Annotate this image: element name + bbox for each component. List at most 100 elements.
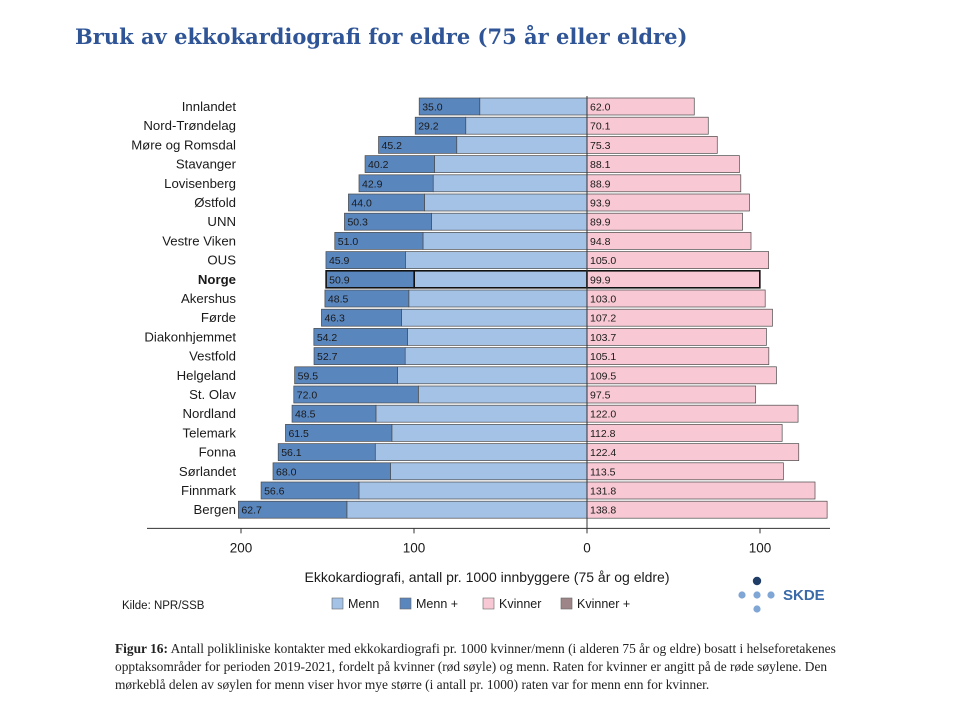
legend-swatch (560, 597, 573, 610)
legend-label: Menn (348, 597, 379, 611)
data-label-kvinner: 131.8 (590, 486, 616, 498)
data-label-menn-plus: 42.9 (362, 178, 383, 190)
data-label-kvinner: 103.0 (590, 294, 616, 306)
data-label-menn-plus: 40.2 (368, 159, 389, 171)
x-tick-label: 0 (583, 540, 591, 555)
bar-menn-plus (418, 97, 481, 116)
bar-menn (374, 443, 588, 461)
category-label: Finnmark (181, 483, 236, 498)
category-label: Sørlandet (179, 464, 237, 479)
bar-kvinner (586, 462, 784, 481)
bar-menn-plus (334, 232, 424, 250)
category-label: Innlandet (182, 99, 237, 114)
data-label-menn-plus: 56.1 (281, 447, 302, 459)
bar-menn-plus (285, 424, 393, 442)
bar-menn (432, 174, 588, 193)
category-label: Bergen (193, 502, 236, 517)
data-label-menn-plus: 50.3 (347, 217, 368, 229)
bar-menn (404, 347, 588, 365)
bar-menn (375, 404, 588, 423)
bar-menn (431, 212, 588, 231)
data-label-menn-plus: 48.5 (295, 409, 316, 421)
legend-label: Kvinner (499, 597, 541, 611)
bar-menn (465, 116, 588, 135)
bar-menn-plus (277, 443, 376, 461)
logo-text: SKDE (783, 587, 825, 604)
data-label-menn-plus: 52.7 (317, 351, 338, 363)
data-label-menn-plus: 50.9 (329, 274, 350, 286)
data-label-menn-plus: 62.7 (241, 505, 262, 517)
bar-menn-plus (348, 193, 425, 212)
data-label-kvinner: 70.1 (590, 121, 611, 133)
data-label-kvinner: 75.3 (590, 140, 611, 152)
bar-menn-plus (293, 385, 419, 404)
bar-kvinner (586, 500, 828, 519)
skde-logo: SKDE (738, 576, 825, 613)
data-label-kvinner: 107.2 (590, 313, 616, 325)
x-tick-label: 100 (749, 540, 772, 555)
bar-kvinner (586, 269, 761, 289)
bar-menn-plus (260, 481, 360, 500)
data-label-menn-plus: 54.2 (317, 332, 338, 344)
bar-menn (390, 462, 588, 481)
category-label: Akershus (181, 291, 236, 306)
data-label-menn-plus: 72.0 (297, 390, 318, 402)
bar-menn (358, 481, 588, 500)
data-label-menn-plus: 68.0 (276, 466, 297, 478)
category-label: St. Olav (189, 387, 236, 402)
data-label-kvinner: 94.8 (590, 236, 611, 248)
logo-dot (738, 591, 746, 599)
bar-menn-plus (378, 136, 458, 154)
data-label-menn-plus: 44.0 (351, 198, 372, 210)
data-label-menn-plus: 35.0 (422, 102, 443, 114)
x-axis-label: Ekkokardiografi, antall pr. 1000 innbygg… (305, 569, 670, 585)
bar-menn-plus (358, 174, 434, 193)
category-label: Vestre Viken (162, 233, 236, 248)
logo-dot (753, 591, 761, 599)
bar-menn-plus (325, 251, 406, 269)
data-label-menn-plus: 46.3 (324, 313, 345, 325)
category-label: UNN (207, 214, 236, 229)
bar-menn-plus (414, 116, 467, 135)
category-label: Møre og Romsdal (131, 137, 236, 152)
category-label: Telemark (183, 425, 237, 440)
data-label-kvinner: 62.0 (590, 102, 611, 114)
data-label-menn-plus: 61.5 (288, 428, 309, 440)
chart: Innlandet 35.0 62.0 Nord-Trøndelag 29.2 70.1 M… (122, 96, 830, 613)
data-label-kvinner: 97.5 (590, 390, 611, 402)
category-label: Nordland (182, 406, 236, 421)
category-label: Fonna (199, 445, 237, 460)
category-label: Helgeland (177, 368, 236, 383)
data-label-kvinner: 105.1 (590, 351, 616, 363)
data-label-menn-plus: 56.6 (264, 486, 285, 498)
bar-menn-plus (325, 269, 415, 289)
data-label-kvinner: 89.9 (590, 217, 611, 229)
category-label: Diakonhjemmet (144, 329, 236, 344)
caption-label: Figur 16: (115, 641, 168, 656)
data-label-kvinner: 112.8 (590, 428, 616, 440)
bar-menn (408, 289, 588, 308)
data-label-kvinner: 122.4 (590, 447, 616, 459)
data-label-kvinner: 105.0 (590, 255, 616, 267)
data-label-kvinner: 103.7 (590, 332, 616, 344)
caption-text: Antall polikliniske kontakter med ekkoka… (115, 641, 836, 692)
bar-menn-plus (291, 404, 377, 423)
bar-menn-plus (321, 308, 402, 327)
bar-menn (391, 424, 588, 442)
bar-kvinner (586, 404, 799, 423)
bar-menn (405, 251, 588, 269)
bar-menn-plus (294, 366, 398, 385)
bar-menn-plus (313, 347, 406, 365)
data-label-kvinner: 88.1 (590, 159, 611, 171)
bar-menn-plus (364, 155, 435, 173)
category-label: Norge (198, 272, 236, 287)
bar-menn (424, 193, 588, 212)
x-tick-label: 100 (403, 540, 426, 555)
legend-swatch (399, 597, 412, 610)
bar-menn-plus (272, 462, 391, 481)
bar-kvinner (586, 193, 750, 212)
bar-menn (407, 328, 588, 346)
category-label: Lovisenberg (164, 176, 236, 191)
data-label-kvinner: 109.5 (590, 370, 616, 382)
legend-swatch (482, 597, 495, 610)
